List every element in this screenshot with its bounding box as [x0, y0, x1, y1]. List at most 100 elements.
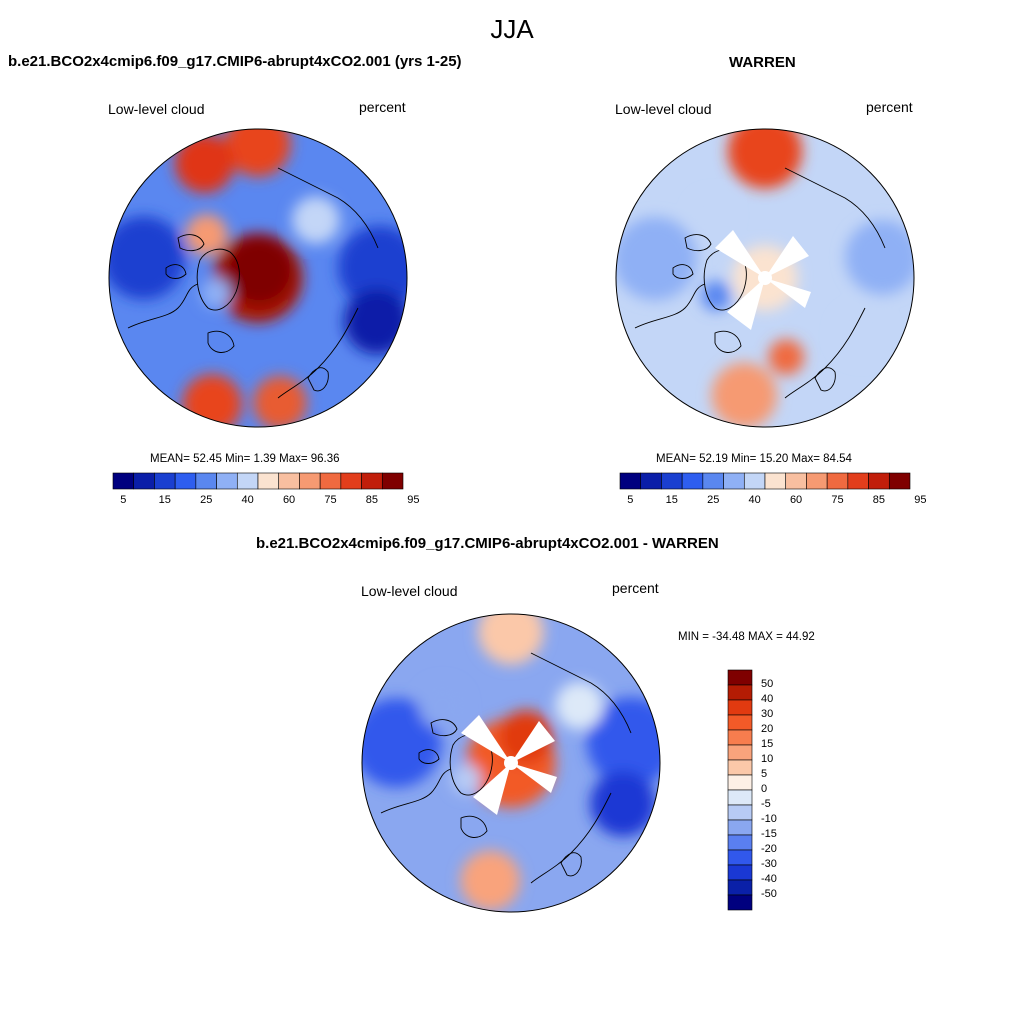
field-blob-1: [225, 236, 294, 305]
colorbar-swatch-7: [257, 472, 280, 490]
field-blob-6: [109, 216, 186, 300]
colorbar-swatch-1: [133, 472, 155, 490]
diff-colorbar-swatch-4: [727, 729, 753, 746]
colorbar-swatch-3: [681, 472, 704, 490]
mask-wedge-2: [765, 236, 809, 278]
colorbar-swatch-8: [785, 472, 807, 490]
colorbar-swatch-7: [764, 472, 787, 490]
mask-wedge-4: [511, 763, 557, 793]
diff-colorbar: [727, 669, 753, 911]
field-blob-11: [292, 196, 340, 244]
colorbar-tick-label: 95: [914, 494, 927, 506]
colorbar-swatch-0: [619, 472, 642, 490]
field-blob-7: [337, 225, 407, 310]
diff-colorbar-tick-label: -40: [761, 873, 777, 885]
mask-wedge-1: [715, 230, 765, 278]
diff-colorbar-tick-label: 15: [761, 738, 774, 750]
model-colorbar: [112, 472, 404, 490]
diff-colorbar-tick-label: 50: [761, 678, 774, 690]
mask-wedge-1: [461, 715, 511, 763]
diff-colorbar-swatch-5: [727, 744, 753, 761]
colorbar-tick-label: 40: [241, 494, 254, 506]
diff-units-label: percent: [612, 580, 659, 596]
model-polar-map: [108, 128, 408, 428]
colorbar-swatch-5: [723, 472, 745, 490]
obs-units-label: percent: [866, 99, 913, 115]
diff-colorbar-tick-label: -10: [761, 813, 777, 825]
colorbar-tick-label: 5: [120, 494, 127, 506]
mask-wedge-2: [511, 721, 555, 763]
diff-colorbar-tick-label: -30: [761, 858, 777, 870]
colorbar-swatch-0: [112, 472, 135, 490]
colorbar-swatch-11: [340, 472, 362, 490]
colorbar-swatch-4: [195, 472, 217, 490]
colorbar-tick-label: 25: [200, 494, 213, 506]
field-blob-6: [460, 850, 521, 911]
coastline-2: [165, 264, 187, 279]
obs-polar-map: [615, 128, 915, 428]
coastline-2: [418, 749, 440, 764]
diff-polar-map: [361, 613, 661, 913]
coastline-6: [714, 330, 742, 353]
diff-colorbar-swatch-2: [727, 699, 753, 716]
coastline-7: [307, 367, 329, 392]
diff-min-max: MIN = -34.48 MAX = 44.92: [678, 631, 815, 643]
model-variable-label: Low-level cloud: [108, 101, 205, 117]
colorbar-swatch-11: [847, 472, 869, 490]
colorbar-tick-label: 60: [282, 494, 296, 506]
colorbar-tick-label: 75: [324, 494, 337, 506]
diff-colorbar-swatch-12: [727, 849, 753, 866]
diff-colorbar-swatch-13: [727, 864, 753, 881]
diff-colorbar-swatch-9: [727, 804, 753, 821]
diff-colorbar-swatch-8: [727, 789, 753, 806]
model-stats: MEAN= 52.45 Min= 1.39 Max= 96.36: [150, 453, 340, 465]
coastline-3: [634, 283, 706, 329]
field-blob-8: [418, 681, 467, 730]
diff-colorbar-tick-label: 10: [761, 753, 774, 765]
season-title: JJA: [490, 14, 534, 44]
model-units-label: percent: [359, 99, 406, 115]
mask-wedge-4: [765, 278, 811, 308]
colorbar-swatch-8: [278, 472, 300, 490]
colorbar-swatch-13: [381, 472, 404, 490]
colorbar-tick-label: 85: [365, 494, 379, 506]
field-blob-2: [711, 362, 778, 427]
diff-colorbar-tick-label: 20: [761, 723, 774, 735]
diff-colorbar-swatch-14: [727, 879, 753, 896]
colorbar-tick-label: 75: [831, 494, 844, 506]
map-border: [108, 128, 408, 428]
colorbar-swatch-9: [299, 472, 321, 490]
diff-colorbar-swatch-1: [727, 684, 753, 701]
diff-colorbar-swatch-3: [727, 714, 753, 731]
diff-colorbar-tick-label: -20: [761, 843, 777, 855]
field-blob-8: [344, 288, 407, 355]
diff-colorbar-swatch-11: [727, 834, 753, 851]
diff-variable-label: Low-level cloud: [361, 583, 458, 599]
colorbar-tick-label: 95: [407, 494, 420, 506]
colorbar-swatch-6: [236, 472, 259, 490]
diff-colorbar-tick-label: -15: [761, 828, 777, 840]
colorbar-swatch-10: [826, 472, 849, 490]
coastlines: [127, 167, 379, 399]
coastline-1: [684, 234, 712, 252]
coastlines: [380, 652, 632, 884]
mask-wedge-3: [473, 763, 511, 815]
mask-wedge-3: [727, 278, 765, 330]
coastline-4: [784, 167, 886, 249]
field-blob-7: [451, 764, 482, 795]
colorbar-swatch-13: [888, 472, 911, 490]
field-blob-4: [616, 216, 697, 301]
diff-colorbar-swatch-6: [727, 759, 753, 776]
diff-colorbar-swatch-10: [727, 819, 753, 836]
coastline-3: [380, 768, 452, 814]
obs-panel-title: WARREN: [729, 54, 796, 71]
obs-colorbar: [619, 472, 911, 490]
colorbar-tick-label: 25: [707, 494, 720, 506]
coastline-7: [560, 852, 582, 877]
diff-colorbar-swatch-7: [727, 774, 753, 791]
field-blob-1: [727, 129, 803, 189]
diff-colorbar-tick-label: 5: [761, 768, 768, 780]
field-blob-5: [845, 220, 914, 295]
field-blob-8: [691, 194, 734, 237]
field-blob-6: [701, 280, 731, 311]
